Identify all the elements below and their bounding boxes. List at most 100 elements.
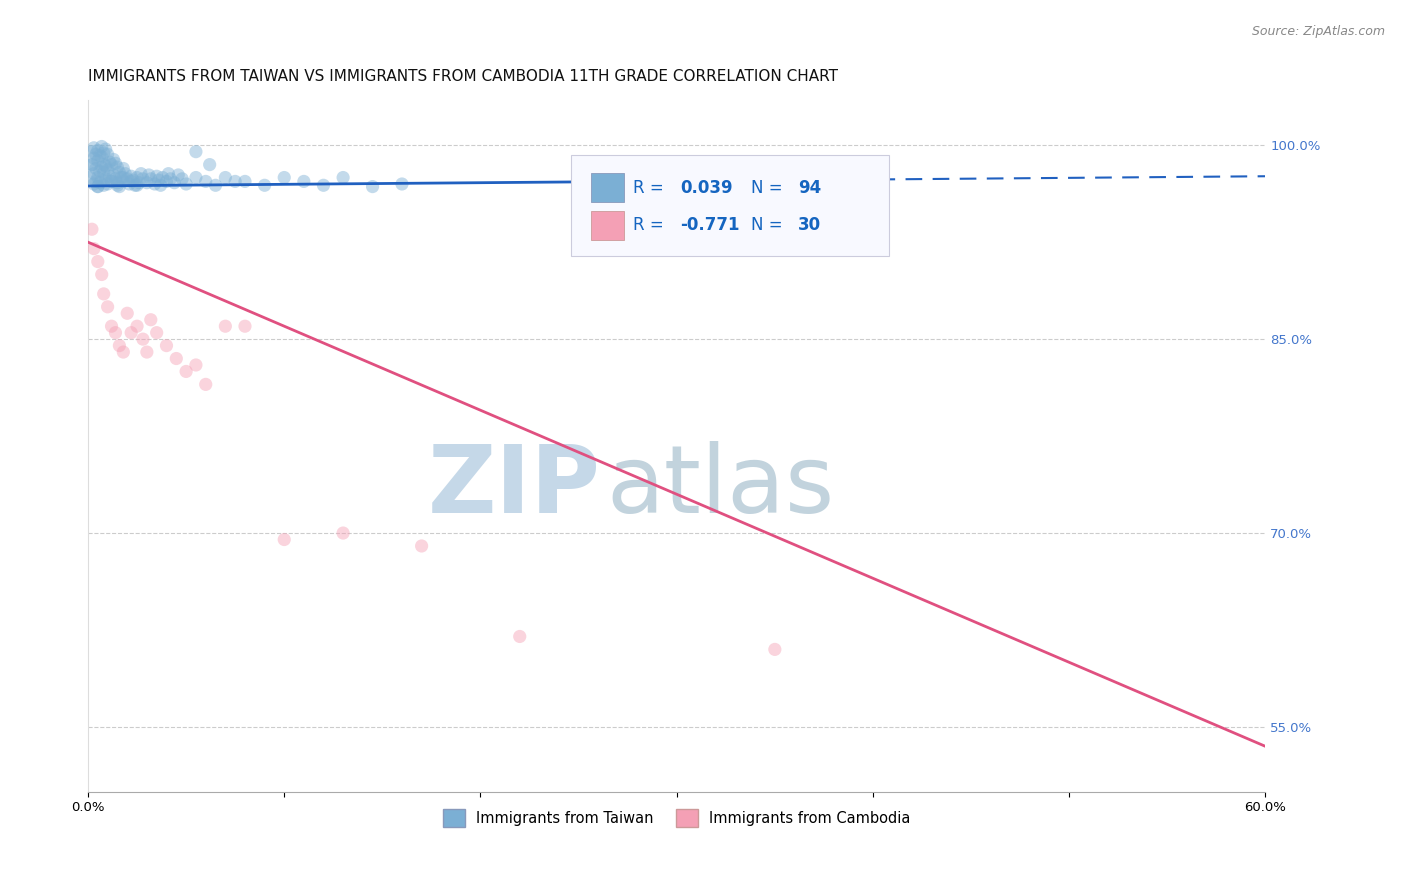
Point — [128, 176, 150, 190]
Point — [125, 178, 148, 193]
Point — [80, 158, 103, 172]
Text: atlas: atlas — [606, 442, 834, 533]
Point — [143, 177, 166, 191]
Point — [132, 332, 155, 346]
Point — [139, 171, 162, 186]
Point — [312, 178, 335, 193]
Point — [94, 171, 117, 186]
Point — [184, 358, 207, 372]
Point — [107, 178, 129, 193]
Point — [391, 177, 413, 191]
Point — [108, 179, 131, 194]
Point — [87, 170, 110, 185]
Point — [145, 169, 167, 184]
Point — [704, 173, 727, 187]
Point — [361, 179, 384, 194]
Point — [184, 145, 207, 159]
Legend: Immigrants from Taiwan, Immigrants from Cambodia: Immigrants from Taiwan, Immigrants from … — [437, 804, 917, 833]
Point — [167, 168, 190, 182]
Point — [194, 174, 217, 188]
Text: -0.771: -0.771 — [681, 216, 740, 235]
Point — [93, 145, 115, 160]
Point — [83, 177, 105, 191]
Point — [120, 326, 142, 340]
Point — [110, 170, 132, 185]
Point — [103, 168, 125, 182]
Point — [174, 364, 197, 378]
Point — [198, 158, 221, 172]
Point — [80, 158, 103, 172]
Point — [93, 178, 115, 193]
Point — [194, 377, 217, 392]
Point — [882, 817, 904, 831]
Point — [87, 153, 110, 168]
Point — [135, 345, 157, 359]
Point — [172, 171, 194, 186]
Point — [273, 170, 295, 185]
Point — [174, 177, 197, 191]
Point — [87, 254, 110, 268]
FancyBboxPatch shape — [571, 155, 889, 256]
Point — [104, 326, 127, 340]
Point — [80, 145, 103, 159]
Point — [125, 319, 148, 334]
Text: 94: 94 — [799, 178, 821, 197]
Point — [292, 174, 315, 188]
Bar — [591, 173, 624, 202]
Point — [155, 338, 177, 352]
Point — [159, 171, 181, 186]
Point — [224, 174, 246, 188]
Point — [145, 326, 167, 340]
Point — [97, 162, 120, 177]
Point — [90, 268, 112, 282]
Point — [107, 176, 129, 190]
Point — [90, 139, 112, 153]
Point — [233, 174, 256, 188]
Point — [184, 170, 207, 185]
Point — [411, 539, 433, 553]
Point — [104, 156, 127, 170]
Point — [87, 144, 110, 158]
Point — [83, 141, 105, 155]
Text: N =: N = — [751, 178, 783, 197]
Point — [138, 168, 160, 182]
Point — [84, 147, 107, 161]
Point — [97, 300, 120, 314]
Point — [100, 319, 122, 334]
Point — [83, 242, 105, 256]
Point — [83, 151, 105, 165]
Point — [129, 167, 152, 181]
Point — [97, 177, 120, 191]
Point — [87, 179, 110, 194]
Point — [112, 170, 135, 185]
Point — [108, 338, 131, 352]
Point — [89, 148, 111, 162]
Point — [125, 170, 148, 185]
Text: R =: R = — [633, 178, 664, 197]
Point — [93, 286, 115, 301]
Text: IMMIGRANTS FROM TAIWAN VS IMMIGRANTS FROM CAMBODIA 11TH GRADE CORRELATION CHART: IMMIGRANTS FROM TAIWAN VS IMMIGRANTS FRO… — [89, 69, 838, 84]
Point — [233, 319, 256, 334]
Point — [332, 170, 354, 185]
Point — [148, 173, 170, 187]
Point — [94, 142, 117, 156]
Point — [155, 174, 177, 188]
Point — [214, 319, 236, 334]
Point — [100, 174, 122, 188]
Point — [118, 177, 141, 191]
Point — [93, 165, 115, 179]
Point — [90, 173, 112, 187]
Point — [157, 167, 180, 181]
Point — [204, 178, 226, 193]
Point — [509, 630, 531, 644]
Point — [112, 161, 135, 176]
Point — [104, 171, 127, 186]
Point — [273, 533, 295, 547]
Point — [152, 170, 174, 185]
Point — [80, 222, 103, 236]
Point — [84, 161, 107, 176]
Text: 0.039: 0.039 — [681, 178, 733, 197]
Point — [84, 174, 107, 188]
Point — [89, 176, 111, 190]
Point — [122, 173, 145, 187]
